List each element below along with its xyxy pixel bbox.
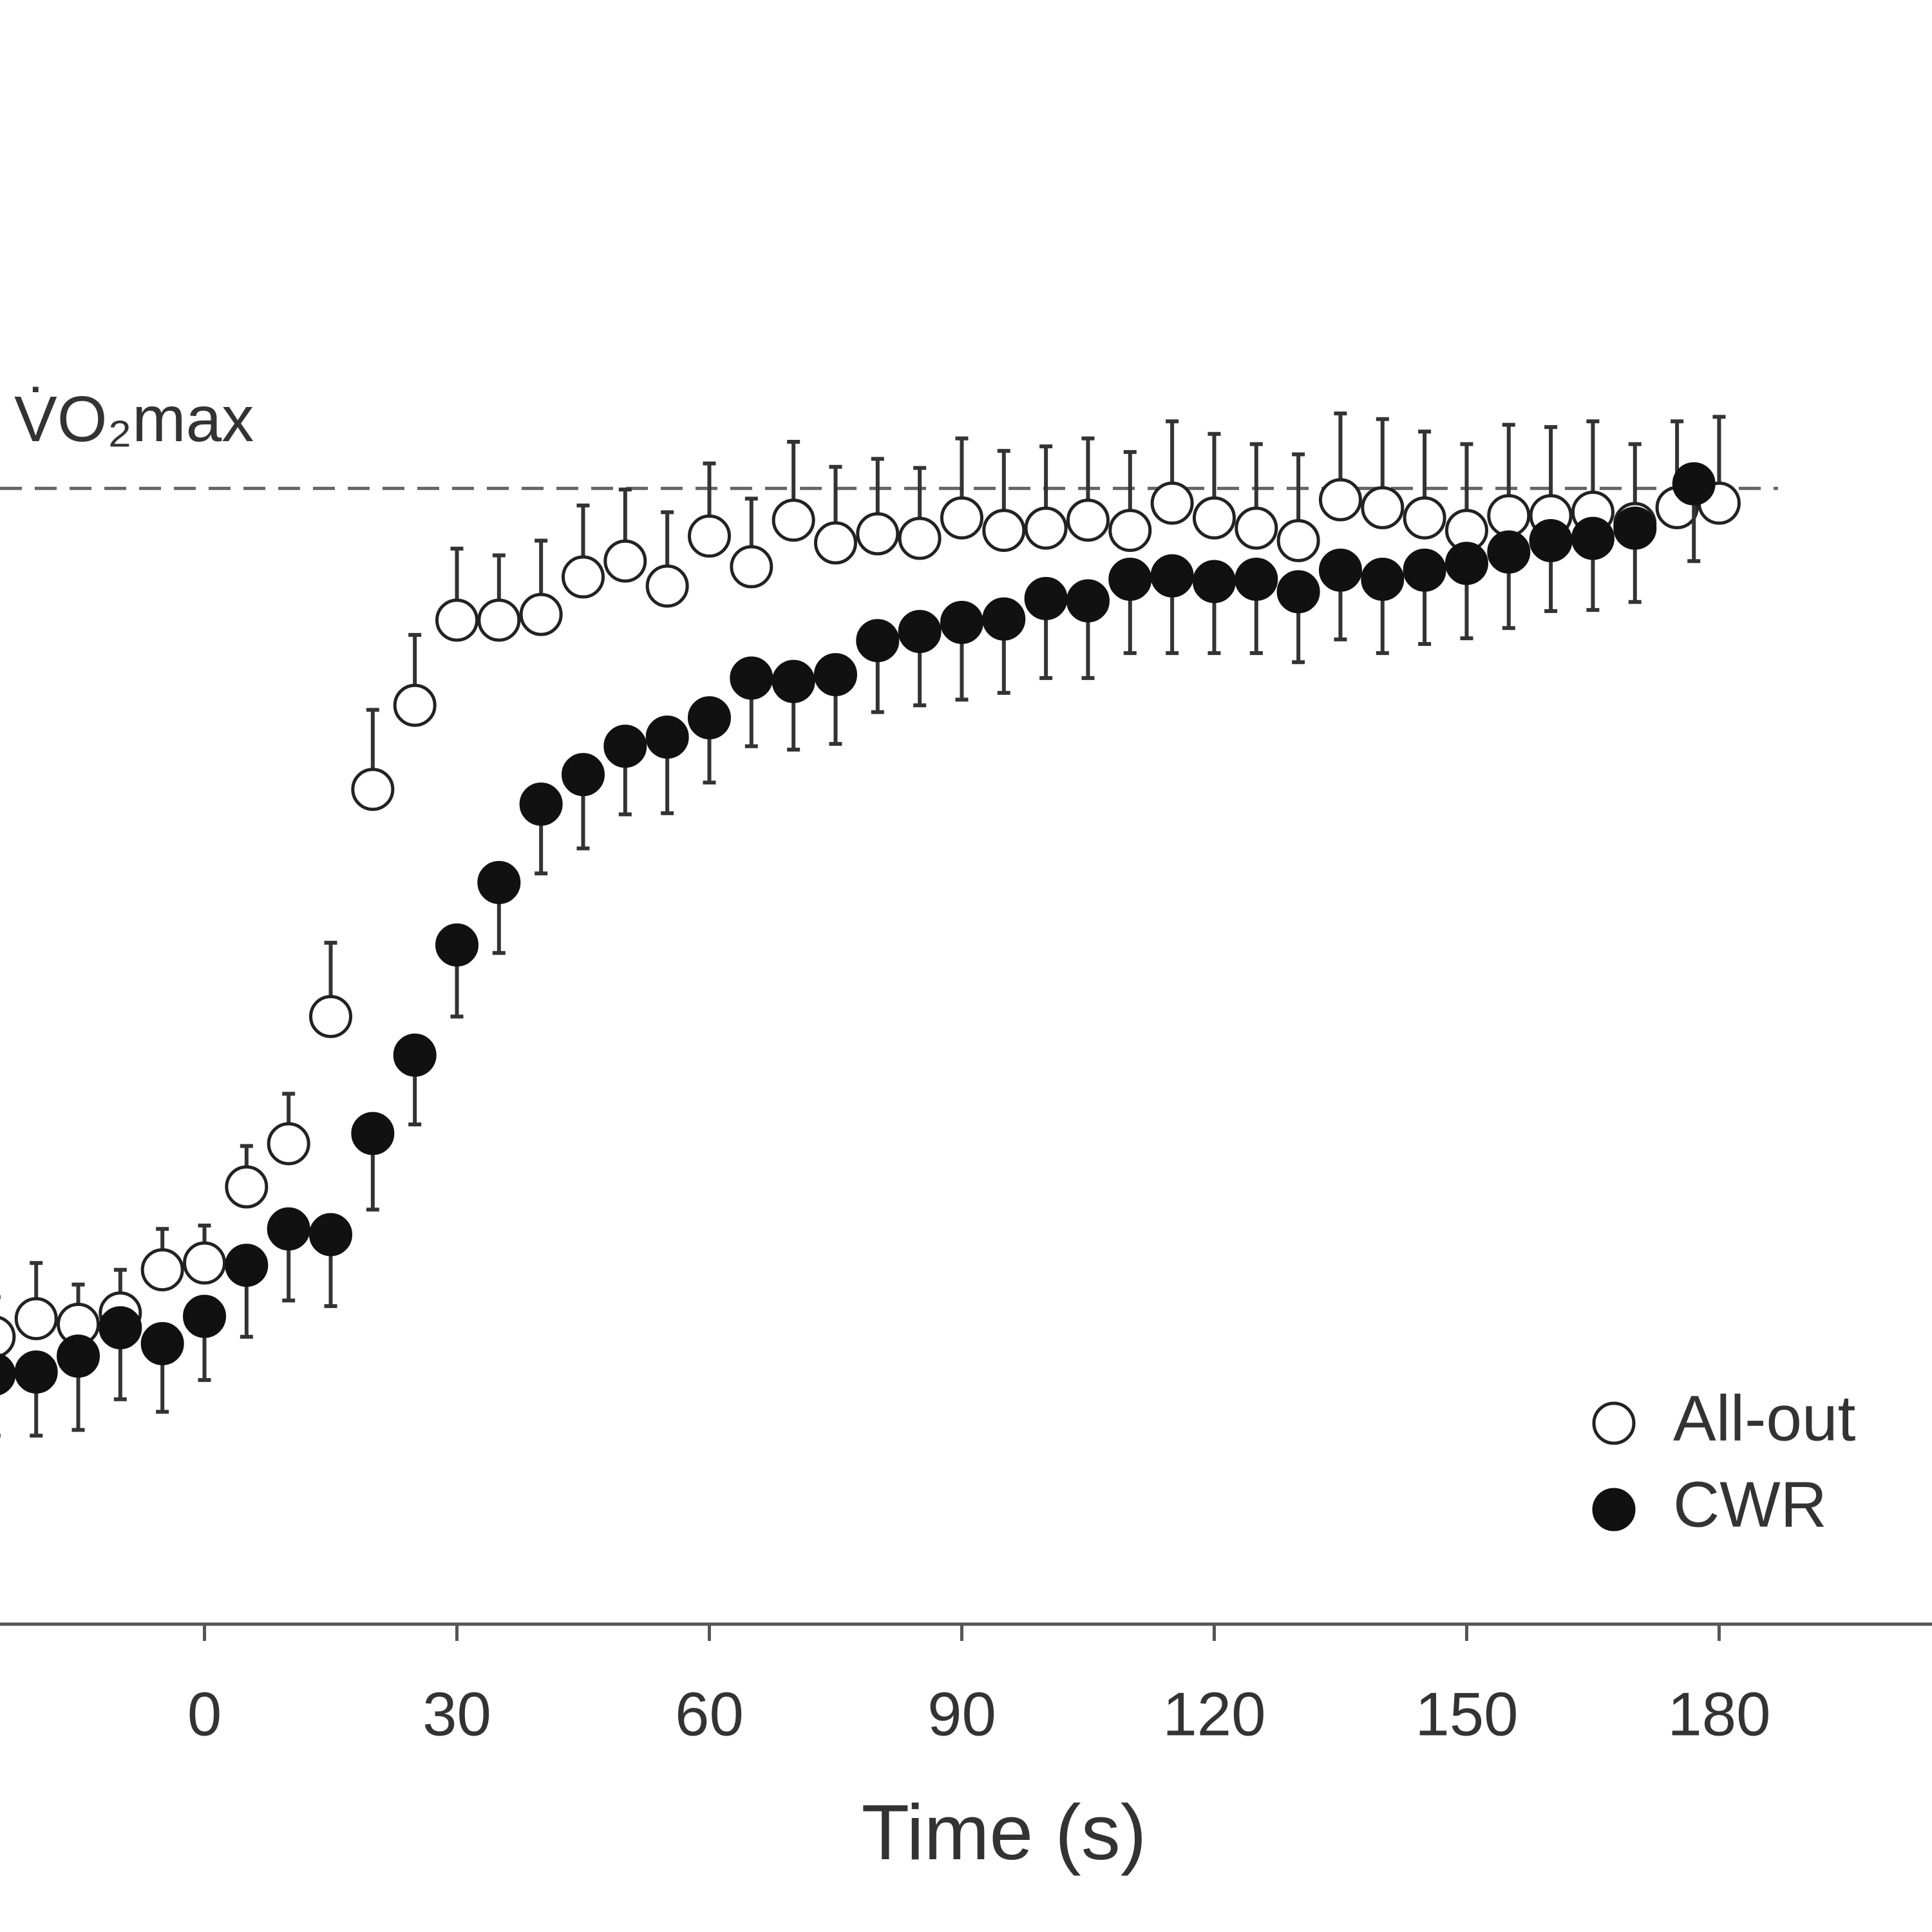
x-tick-label: 180 <box>1667 1680 1770 1748</box>
data-point <box>772 498 815 542</box>
data-point <box>267 1207 310 1251</box>
data-point <box>1672 462 1716 506</box>
data-point <box>1276 518 1320 562</box>
data-point <box>14 1297 58 1341</box>
data-point <box>57 1334 100 1378</box>
x-tick-label: 150 <box>1415 1680 1518 1748</box>
data-point <box>730 545 773 589</box>
data-point <box>225 1165 269 1209</box>
data-point <box>1150 481 1194 525</box>
data-point <box>140 1321 184 1365</box>
data-point <box>1571 516 1615 560</box>
data-point <box>1613 506 1657 550</box>
data-point <box>856 619 900 663</box>
data-point <box>393 1033 437 1077</box>
data-point <box>1318 548 1362 592</box>
data-point <box>1361 486 1405 529</box>
data-point <box>393 683 437 727</box>
data-point <box>1066 498 1110 542</box>
data-point <box>813 653 857 697</box>
data-point <box>0 1316 16 1358</box>
data-point <box>1024 506 1068 550</box>
data-point <box>183 1241 227 1285</box>
data-point <box>267 1122 310 1166</box>
x-tick-label: 90 <box>927 1680 996 1748</box>
data-point <box>940 496 983 540</box>
data-point <box>561 753 605 797</box>
data-point <box>1024 576 1068 620</box>
legend-marker <box>1592 1401 1636 1445</box>
data-point <box>1529 518 1573 562</box>
data-point <box>982 509 1026 553</box>
x-tick-label: 120 <box>1162 1680 1265 1748</box>
data-point <box>603 539 647 583</box>
data-point <box>898 610 942 654</box>
x-tick-label: 30 <box>422 1680 491 1748</box>
data-point <box>1108 509 1152 553</box>
data-point <box>1444 542 1488 585</box>
data-point <box>1192 496 1236 540</box>
data-point <box>309 994 353 1038</box>
data-point <box>435 923 478 967</box>
data-point <box>1361 557 1405 601</box>
x-tick-label: 60 <box>675 1680 744 1748</box>
data-point <box>856 512 900 556</box>
data-point <box>603 724 647 768</box>
data-point <box>1487 494 1531 538</box>
data-point <box>813 521 857 565</box>
data-point <box>561 555 605 599</box>
data-point <box>477 598 521 642</box>
data-point <box>351 768 395 811</box>
data-point <box>645 564 689 608</box>
data-point <box>1150 554 1194 598</box>
data-point <box>1403 496 1446 540</box>
data-point <box>1235 506 1278 550</box>
data-point <box>1276 570 1320 614</box>
x-axis-title: Time (s) <box>862 1788 1147 1876</box>
data-point <box>772 659 815 703</box>
data-point <box>435 598 478 642</box>
x-tick-label: 0 <box>187 1680 222 1748</box>
data-point <box>730 656 773 700</box>
data-point <box>687 696 731 740</box>
data-point <box>898 516 942 560</box>
data-point <box>519 592 563 636</box>
data-point <box>519 782 563 826</box>
data-point <box>477 860 521 904</box>
legend-marker <box>1592 1488 1636 1531</box>
data-point <box>1235 557 1278 601</box>
data-point <box>225 1244 269 1287</box>
data-point <box>140 1248 184 1292</box>
data-point <box>351 1112 395 1155</box>
data-point <box>1108 557 1152 601</box>
data-point <box>0 1353 16 1396</box>
data-point <box>940 600 983 644</box>
data-point <box>1487 530 1531 574</box>
data-point <box>982 597 1026 641</box>
data-point <box>687 514 731 558</box>
data-point <box>1318 478 1362 522</box>
data-point <box>645 715 689 759</box>
data-point <box>183 1294 227 1338</box>
data-point <box>309 1213 353 1256</box>
legend-label: CWR <box>1673 1468 1827 1540</box>
reference-label: V̇O₂max <box>14 383 254 455</box>
data-point <box>99 1306 142 1350</box>
data-point <box>1066 579 1110 623</box>
data-point <box>14 1350 58 1394</box>
legend-label: All-out <box>1673 1382 1856 1454</box>
data-point <box>1192 560 1236 603</box>
data-point <box>1403 548 1446 592</box>
